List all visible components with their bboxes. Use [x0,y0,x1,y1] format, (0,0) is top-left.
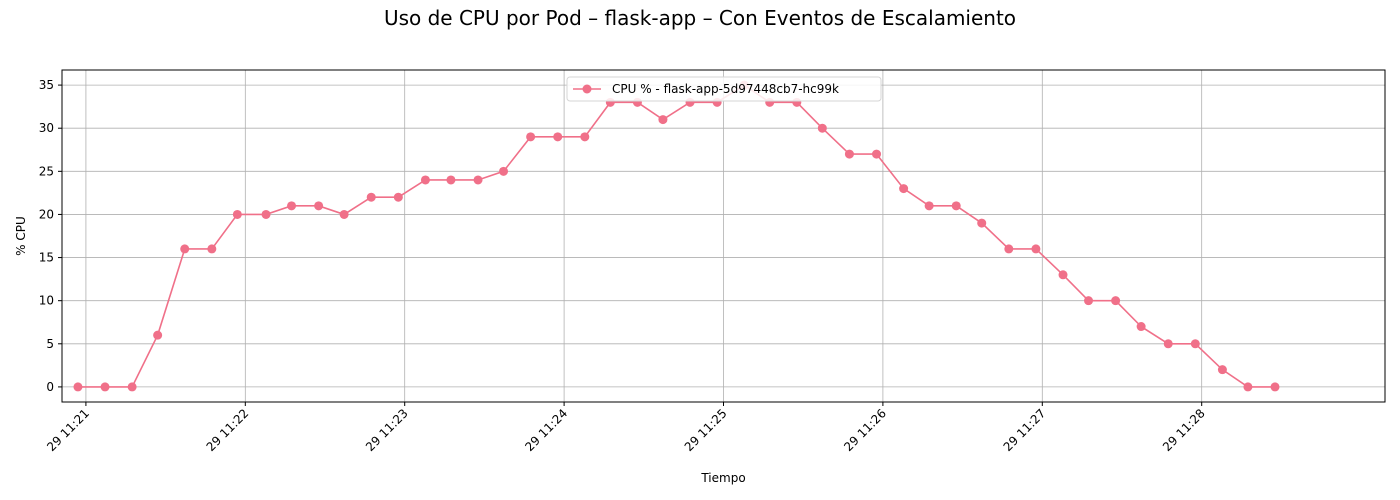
data-point [553,132,563,142]
data-point [153,330,163,340]
x-tick-label: 29 11:25 [682,406,730,454]
data-point [314,201,324,211]
x-tick-label: 29 11:24 [522,406,570,454]
data-point [1270,382,1280,392]
legend-marker [582,84,592,94]
data-point [1111,296,1121,306]
data-point [1163,339,1173,349]
data-point [1004,244,1014,254]
y-tick-label: 10 [39,294,54,308]
data-point [1217,365,1227,375]
y-tick-label: 0 [46,380,54,394]
chart-title: Uso de CPU por Pod – flask-app – Con Eve… [384,6,1016,30]
data-point [127,382,137,392]
data-point [1190,339,1200,349]
plot-frame [61,69,1386,403]
series-layer [73,80,1280,392]
x-axis: 29 11:21 29 11:22 29 11:23 29 11:24 29 11:25… [44,402,1208,454]
data-point [1243,382,1253,392]
data-point [817,123,827,133]
y-tick-label: 5 [46,337,54,351]
data-point [473,175,483,185]
x-tick-label: 29 11:22 [204,406,252,454]
data-point [580,132,590,142]
data-point [899,184,909,194]
data-point [658,115,668,125]
data-point [393,192,403,202]
data-point [232,209,242,219]
x-tick-label: 29 11:27 [1001,406,1049,454]
data-point [1136,322,1146,332]
x-tick-label: 29 11:21 [44,406,92,454]
data-point [100,382,110,392]
x-tick-label: 29 11:26 [841,406,889,454]
grid-layer [62,70,1385,402]
data-point [446,175,456,185]
data-point [499,166,509,176]
data-point [180,244,190,254]
data-point [872,149,882,159]
data-point [951,201,961,211]
data-point [1084,296,1094,306]
y-tick-label: 20 [39,207,54,221]
x-tick-label: 29 11:28 [1160,406,1208,454]
data-point [420,175,430,185]
data-point [1031,244,1041,254]
x-axis-label: Tiempo [700,471,745,485]
y-tick-label: 35 [39,78,54,92]
data-point [339,209,349,219]
legend: CPU % - flask-app-5d97448cb7-hc99k [566,76,882,102]
data-point [287,201,297,211]
data-point [526,132,536,142]
data-point [207,244,217,254]
data-point [844,149,854,159]
y-tick-label: 30 [39,121,54,135]
data-point [924,201,934,211]
data-point [73,382,83,392]
y-tick-label: 25 [39,164,54,178]
legend-label: CPU % - flask-app-5d97448cb7-hc99k [612,82,839,96]
y-tick-label: 15 [39,251,54,265]
legend-box [566,76,882,102]
data-point [366,192,376,202]
data-point [1058,270,1068,280]
y-axis: 0 5 10 15 20 25 30 35 [39,78,62,394]
x-tick-label: 29 11:23 [363,406,411,454]
data-point [261,209,271,219]
series-line [77,84,1276,388]
data-point [977,218,987,228]
y-axis-label: % CPU [14,216,28,256]
